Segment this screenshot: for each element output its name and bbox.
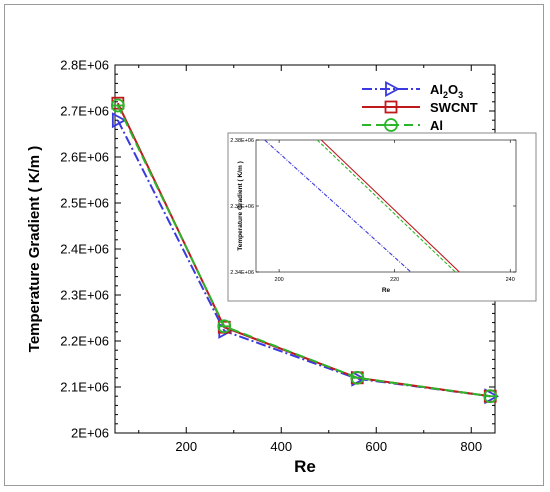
y-tick-label: 2.7E+06 (60, 104, 109, 119)
inset-series-line-al2o3 (264, 139, 412, 273)
data-point-al (350, 370, 365, 385)
inset-series-line-al (316, 139, 456, 273)
legend-label-al: Al (430, 118, 443, 133)
inset-x-tick-label: 200 (275, 277, 284, 283)
y-tick-label: 2.1E+06 (60, 380, 109, 395)
legend-label-swcnt: SWCNT (430, 100, 478, 115)
inset-y-tick-label: 2.34E+06 (230, 270, 254, 276)
main-series-group (110, 96, 500, 405)
inset-series-line-swcnt (320, 139, 460, 273)
inset-y-tick-label: 2.38E+06 (230, 138, 254, 144)
data-point-al (110, 98, 125, 113)
main-plot: 2E+06 2.1E+06 2.2E+06 2.3E+06 2.4E+06 2.5E+06… (26, 58, 500, 476)
y-tick-label: 2.8E+06 (60, 58, 109, 73)
y-tick-label: 2.3E+06 (60, 288, 109, 303)
inset-zoom-panel: 2.34E+06 2.36E+06 2.38E+06 200 220 240 Re Te… (227, 132, 537, 302)
x-tick-label: 400 (270, 439, 292, 454)
inset-frame (227, 132, 537, 302)
inset-y-tick-label: 2.36E+06 (230, 204, 254, 210)
y-tick-label: 2.6E+06 (60, 150, 109, 165)
x-tick-label: 800 (460, 439, 482, 454)
data-point-al (483, 389, 498, 404)
y-tick-label: 2E+06 (71, 426, 109, 441)
inset-y-axis-ticks: 2.34E+06 2.36E+06 2.38E+06 (230, 138, 516, 276)
y-axis-title: Temperature Gradient ( K/m ) (26, 146, 43, 352)
x-axis-title: Re (294, 457, 316, 476)
series-line-al (116, 105, 491, 398)
inset-series-group (264, 139, 460, 273)
legend-label-al2o3: Al2O3 (430, 82, 463, 100)
y-tick-label: 2.5E+06 (60, 196, 109, 211)
y-tick-label: 2.2E+06 (60, 334, 109, 349)
legend-marker-swcnt (384, 100, 398, 114)
main-x-axis-ticks: 200 400 600 800 (138, 65, 482, 454)
x-tick-label: 600 (365, 439, 387, 454)
main-y-axis-ticks: 2E+06 2.1E+06 2.2E+06 2.3E+06 2.4E+06 2.5E+06… (60, 58, 495, 441)
legend-marker-al (384, 118, 398, 132)
inset-y-axis-title: Temperature Gradient ( K/m ) (237, 161, 244, 250)
inset-x-axis-title: Re (382, 287, 391, 294)
data-point-al2o3 (111, 112, 127, 129)
inset-x-tick-label: 220 (390, 277, 399, 283)
data-point-al (217, 319, 232, 334)
y-tick-label: 2.4E+06 (60, 242, 109, 257)
inset-x-tick-label: 240 (506, 277, 515, 283)
x-tick-label: 200 (175, 439, 197, 454)
legend-marker-al2o3 (385, 80, 400, 98)
series-line-al2o3 (116, 119, 491, 398)
inset-x-axis-ticks: 200 220 240 (275, 140, 515, 283)
